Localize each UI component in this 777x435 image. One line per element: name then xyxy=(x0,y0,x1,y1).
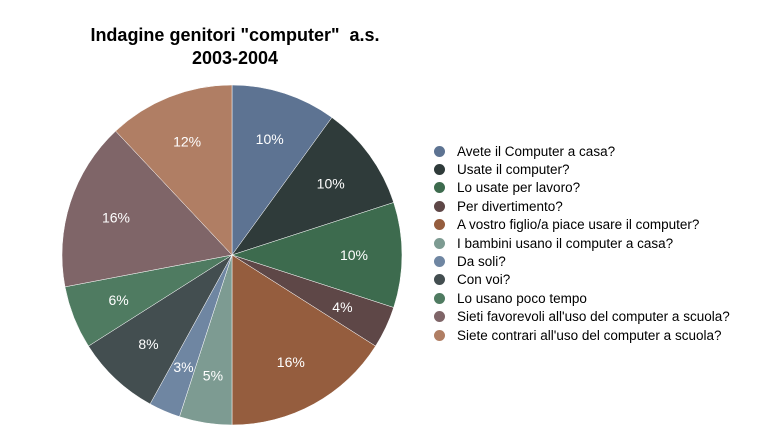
legend-swatch-7 xyxy=(434,274,445,286)
legend-item-8: Lo usano poco tempo xyxy=(434,289,730,307)
legend-swatch-9 xyxy=(434,311,445,323)
chart-title-line-1: Indagine genitori "computer" a.s. xyxy=(90,25,380,45)
legend-label-2: Lo usate per lavoro? xyxy=(457,180,581,196)
legend-item-4: A vostro figlio/a piace usare il compute… xyxy=(434,216,730,234)
pie-slice-label-0: 10% xyxy=(256,131,284,147)
legend-swatch-3 xyxy=(434,200,445,212)
legend-swatch-6 xyxy=(434,256,445,268)
legend-swatch-8 xyxy=(434,292,445,304)
legend-item-6: Da soli? xyxy=(434,252,730,270)
legend-swatch-1 xyxy=(434,164,445,176)
pie-slice-label-3: 4% xyxy=(332,299,352,315)
legend-label-0: Avete il Computer a casa? xyxy=(457,143,616,159)
legend-item-10: Siete contrari all'uso del computer a sc… xyxy=(434,326,730,344)
legend-swatch-10 xyxy=(434,329,445,341)
legend-swatch-4 xyxy=(434,219,445,231)
legend-label-7: Con voi? xyxy=(457,272,511,288)
legend-label-8: Lo usano poco tempo xyxy=(457,290,587,306)
pie-slice-label-2: 10% xyxy=(340,247,368,263)
chart-title-line-2: 2003-2004 xyxy=(191,48,279,68)
legend-item-0: Avete il Computer a casa? xyxy=(434,142,730,160)
legend-swatch-2 xyxy=(434,182,445,194)
legend-label-10: Siete contrari all'uso del computer a sc… xyxy=(457,327,722,343)
legend-label-4: A vostro figlio/a piace usare il compute… xyxy=(457,217,700,233)
pie-slice-2 xyxy=(231,202,403,308)
pie-slice-0 xyxy=(231,84,333,256)
legend-label-1: Usate il computer? xyxy=(457,162,570,178)
pie-slice-label-10: 12% xyxy=(173,134,201,150)
legend-label-6: Da soli? xyxy=(457,254,506,270)
legend-swatch-0 xyxy=(434,145,445,157)
legend-label-3: Per divertimento? xyxy=(457,198,563,214)
legend-item-3: Per divertimento? xyxy=(434,197,730,215)
pie-slice-label-1: 10% xyxy=(317,175,345,191)
legend-swatch-5 xyxy=(434,237,445,249)
pie-slice-label-9: 16% xyxy=(102,209,130,225)
legend-item-2: Lo usate per lavoro? xyxy=(434,179,730,197)
legend-label-5: I bambini usano il computer a casa? xyxy=(457,235,674,251)
pie-slice-label-4: 16% xyxy=(277,354,305,370)
legend-label-9: Sieti favorevoli all'uso del computer a … xyxy=(457,309,730,325)
pie-slice-1 xyxy=(231,117,394,256)
pie-slice-label-5: 5% xyxy=(203,368,223,384)
chart-legend: Avete il Computer a casa? Usate il comput… xyxy=(434,142,730,344)
pie-slice-label-8: 6% xyxy=(108,292,128,308)
chart-title: Indagine genitori "computer" a.s. 2003-2… xyxy=(40,24,430,70)
pie-slice-label-6: 3% xyxy=(173,359,193,375)
legend-item-7: Con voi? xyxy=(434,271,730,289)
pie-slice-label-7: 8% xyxy=(138,336,158,352)
pie-slice-4 xyxy=(231,254,376,426)
legend-item-9: Sieti favorevoli all'uso del computer a … xyxy=(434,308,730,326)
legend-item-5: I bambini usano il computer a casa? xyxy=(434,234,730,252)
pie-slice-10 xyxy=(115,84,233,256)
legend-item-1: Usate il computer? xyxy=(434,160,730,178)
pie-slice-9 xyxy=(61,130,233,288)
